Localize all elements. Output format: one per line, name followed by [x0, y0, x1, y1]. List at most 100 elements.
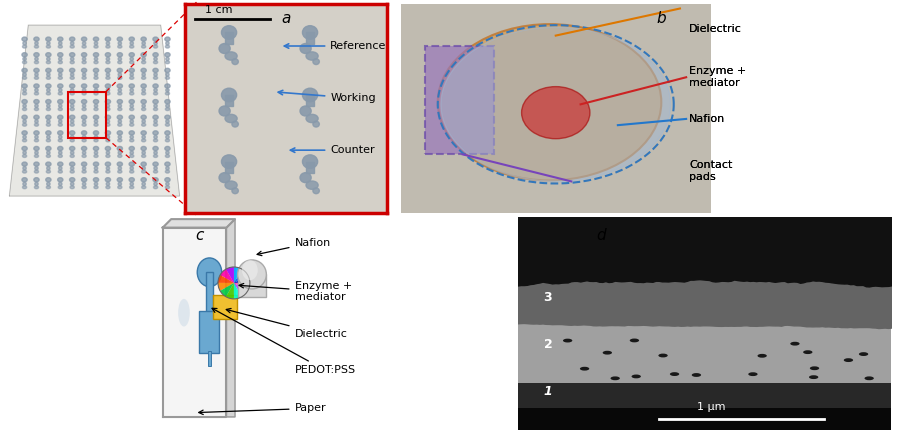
Ellipse shape: [142, 135, 145, 139]
Ellipse shape: [70, 139, 75, 142]
Ellipse shape: [154, 167, 157, 170]
Polygon shape: [163, 227, 227, 417]
Ellipse shape: [34, 170, 39, 173]
Ellipse shape: [82, 61, 86, 64]
Ellipse shape: [166, 108, 169, 111]
Ellipse shape: [34, 155, 39, 158]
Ellipse shape: [166, 167, 169, 170]
Text: a: a: [282, 11, 291, 26]
Ellipse shape: [130, 120, 133, 123]
Ellipse shape: [58, 186, 62, 189]
Ellipse shape: [130, 92, 134, 95]
Bar: [518, 383, 891, 408]
Ellipse shape: [94, 120, 98, 123]
Ellipse shape: [106, 155, 110, 158]
Ellipse shape: [758, 354, 767, 358]
Ellipse shape: [118, 108, 122, 111]
Ellipse shape: [70, 135, 74, 139]
Bar: [225, 95, 233, 106]
Text: PEDOT:PSS: PEDOT:PSS: [212, 308, 356, 375]
Ellipse shape: [106, 92, 110, 95]
Ellipse shape: [300, 43, 311, 53]
Ellipse shape: [225, 114, 237, 123]
Ellipse shape: [94, 131, 99, 135]
Text: Reference: Reference: [284, 41, 387, 51]
Ellipse shape: [58, 135, 62, 139]
Ellipse shape: [94, 57, 98, 61]
Ellipse shape: [22, 135, 26, 139]
Ellipse shape: [165, 68, 170, 72]
Ellipse shape: [166, 104, 169, 108]
Ellipse shape: [58, 170, 62, 173]
Ellipse shape: [153, 178, 158, 182]
Ellipse shape: [34, 37, 39, 41]
Ellipse shape: [83, 104, 86, 108]
Ellipse shape: [70, 151, 74, 155]
Ellipse shape: [35, 57, 38, 61]
Ellipse shape: [165, 99, 170, 104]
Ellipse shape: [118, 151, 122, 155]
Ellipse shape: [142, 120, 145, 123]
Ellipse shape: [117, 178, 122, 182]
Ellipse shape: [141, 123, 146, 126]
Ellipse shape: [105, 115, 111, 119]
Ellipse shape: [35, 135, 38, 139]
Ellipse shape: [70, 120, 74, 123]
Ellipse shape: [166, 155, 169, 158]
Ellipse shape: [34, 45, 39, 48]
Ellipse shape: [22, 68, 27, 72]
Ellipse shape: [22, 76, 27, 79]
Ellipse shape: [22, 162, 27, 166]
Ellipse shape: [105, 84, 111, 88]
Ellipse shape: [859, 352, 868, 356]
Ellipse shape: [46, 92, 50, 95]
Ellipse shape: [47, 135, 50, 139]
Text: Counter: Counter: [291, 145, 375, 155]
Ellipse shape: [82, 99, 86, 104]
Ellipse shape: [154, 155, 157, 158]
Ellipse shape: [117, 146, 122, 151]
Ellipse shape: [82, 115, 86, 119]
Ellipse shape: [563, 339, 572, 342]
Ellipse shape: [242, 260, 257, 280]
Ellipse shape: [118, 123, 122, 126]
Ellipse shape: [141, 108, 146, 111]
Ellipse shape: [166, 120, 169, 123]
Ellipse shape: [58, 57, 62, 61]
Ellipse shape: [865, 376, 874, 380]
Ellipse shape: [154, 182, 157, 186]
Ellipse shape: [22, 178, 27, 182]
Ellipse shape: [46, 186, 50, 189]
Ellipse shape: [118, 170, 122, 173]
Ellipse shape: [22, 170, 27, 173]
Ellipse shape: [166, 45, 169, 48]
Ellipse shape: [58, 68, 63, 72]
Text: c: c: [195, 228, 204, 243]
Ellipse shape: [221, 26, 237, 39]
Wedge shape: [220, 269, 234, 283]
Bar: [306, 95, 314, 106]
Ellipse shape: [153, 37, 158, 41]
Ellipse shape: [94, 151, 98, 155]
Ellipse shape: [300, 173, 311, 183]
Wedge shape: [234, 283, 250, 291]
Ellipse shape: [58, 115, 63, 119]
Ellipse shape: [69, 68, 75, 72]
Ellipse shape: [130, 45, 134, 48]
Ellipse shape: [58, 61, 62, 64]
Ellipse shape: [105, 53, 111, 57]
Ellipse shape: [58, 146, 63, 151]
Ellipse shape: [58, 167, 62, 170]
Ellipse shape: [83, 73, 86, 76]
Ellipse shape: [47, 167, 50, 170]
Ellipse shape: [70, 104, 74, 108]
Ellipse shape: [58, 178, 63, 182]
Ellipse shape: [130, 139, 134, 142]
Ellipse shape: [70, 155, 75, 158]
Polygon shape: [227, 219, 235, 417]
Ellipse shape: [83, 57, 86, 61]
Ellipse shape: [118, 57, 122, 61]
Ellipse shape: [130, 76, 134, 79]
Ellipse shape: [69, 146, 75, 151]
Ellipse shape: [46, 108, 50, 111]
